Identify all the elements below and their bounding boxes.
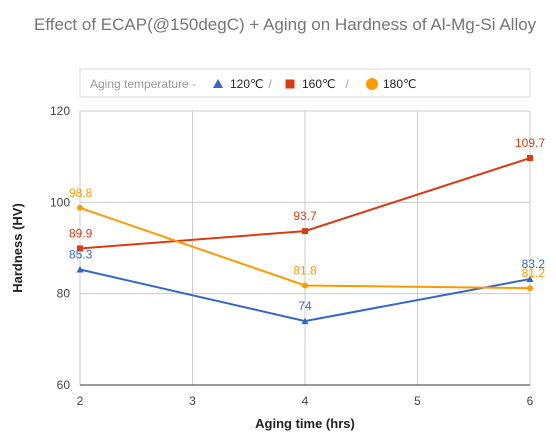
- series-layer: 85.3 74 83.2 89.9 93.7 109.7 98.8 81.8 81.2: [69, 136, 546, 325]
- triangle-series-point: [301, 317, 309, 325]
- x-tick-label: 4: [302, 394, 309, 408]
- circle-series-point: [527, 285, 533, 292]
- triangle-series-point: [526, 275, 534, 283]
- legend-triangle-icon: [213, 79, 223, 88]
- circle-series-point: [77, 204, 83, 211]
- circle-series: 98.8 81.8 81.2: [69, 186, 546, 292]
- triangle-series-point: [76, 265, 84, 273]
- square-series-data-label: 109.7: [515, 136, 545, 150]
- x-axis-label: Aging time (hrs): [255, 416, 355, 431]
- legend-separator: /: [268, 77, 272, 91]
- circle-series-point: [302, 282, 308, 289]
- legend-series-label: 180℃: [383, 77, 417, 91]
- x-tick-label: 3: [189, 394, 196, 408]
- circle-series-data-label: 98.8: [69, 186, 93, 200]
- square-series-data-label: 93.7: [293, 209, 317, 223]
- triangle-series-data-label: 83.2: [522, 257, 546, 271]
- y-tick-label: 100: [50, 195, 70, 209]
- axes: 2 3 4 5 6 60 80 100 120: [50, 104, 534, 408]
- triangle-series: 85.3 74 83.2: [69, 247, 546, 325]
- chart-title: Effect of ECAP(@150degC) + Aging on Hard…: [34, 15, 537, 34]
- x-tick-label: 6: [527, 394, 534, 408]
- circle-series-data-label: 81.2: [522, 266, 546, 280]
- square-series-data-label: 89.9: [69, 226, 93, 240]
- triangle-series-data-label: 85.3: [69, 247, 93, 261]
- y-axis-label: Hardness (HV): [10, 203, 25, 293]
- square-series: 89.9 93.7 109.7: [69, 136, 545, 252]
- y-tick-label: 60: [57, 378, 71, 392]
- x-tick-label: 5: [414, 394, 421, 408]
- legend-items: 120℃ / 160℃ / 180℃: [213, 77, 417, 91]
- circle-series-data-label: 81.8: [293, 263, 317, 277]
- square-series-point: [527, 155, 533, 162]
- y-tick-label: 120: [50, 104, 70, 118]
- triangle-series-data-label: 74: [298, 299, 312, 313]
- legend-title: Aging temperature -: [90, 77, 196, 91]
- legend-box: [79, 68, 531, 98]
- y-tick-label: 80: [57, 287, 71, 301]
- x-tick-label: 2: [77, 394, 84, 408]
- legend-circle-icon: [366, 78, 378, 90]
- legend-series-label: 160℃: [302, 77, 336, 91]
- legend-separator: /: [345, 77, 349, 91]
- square-series-point: [77, 245, 83, 252]
- legend-square-icon: [285, 79, 295, 89]
- legend-series-label: 120℃: [230, 77, 264, 91]
- legend: Aging temperature - 120℃ / 160℃ / 180℃: [79, 68, 531, 98]
- square-series-point: [302, 228, 308, 235]
